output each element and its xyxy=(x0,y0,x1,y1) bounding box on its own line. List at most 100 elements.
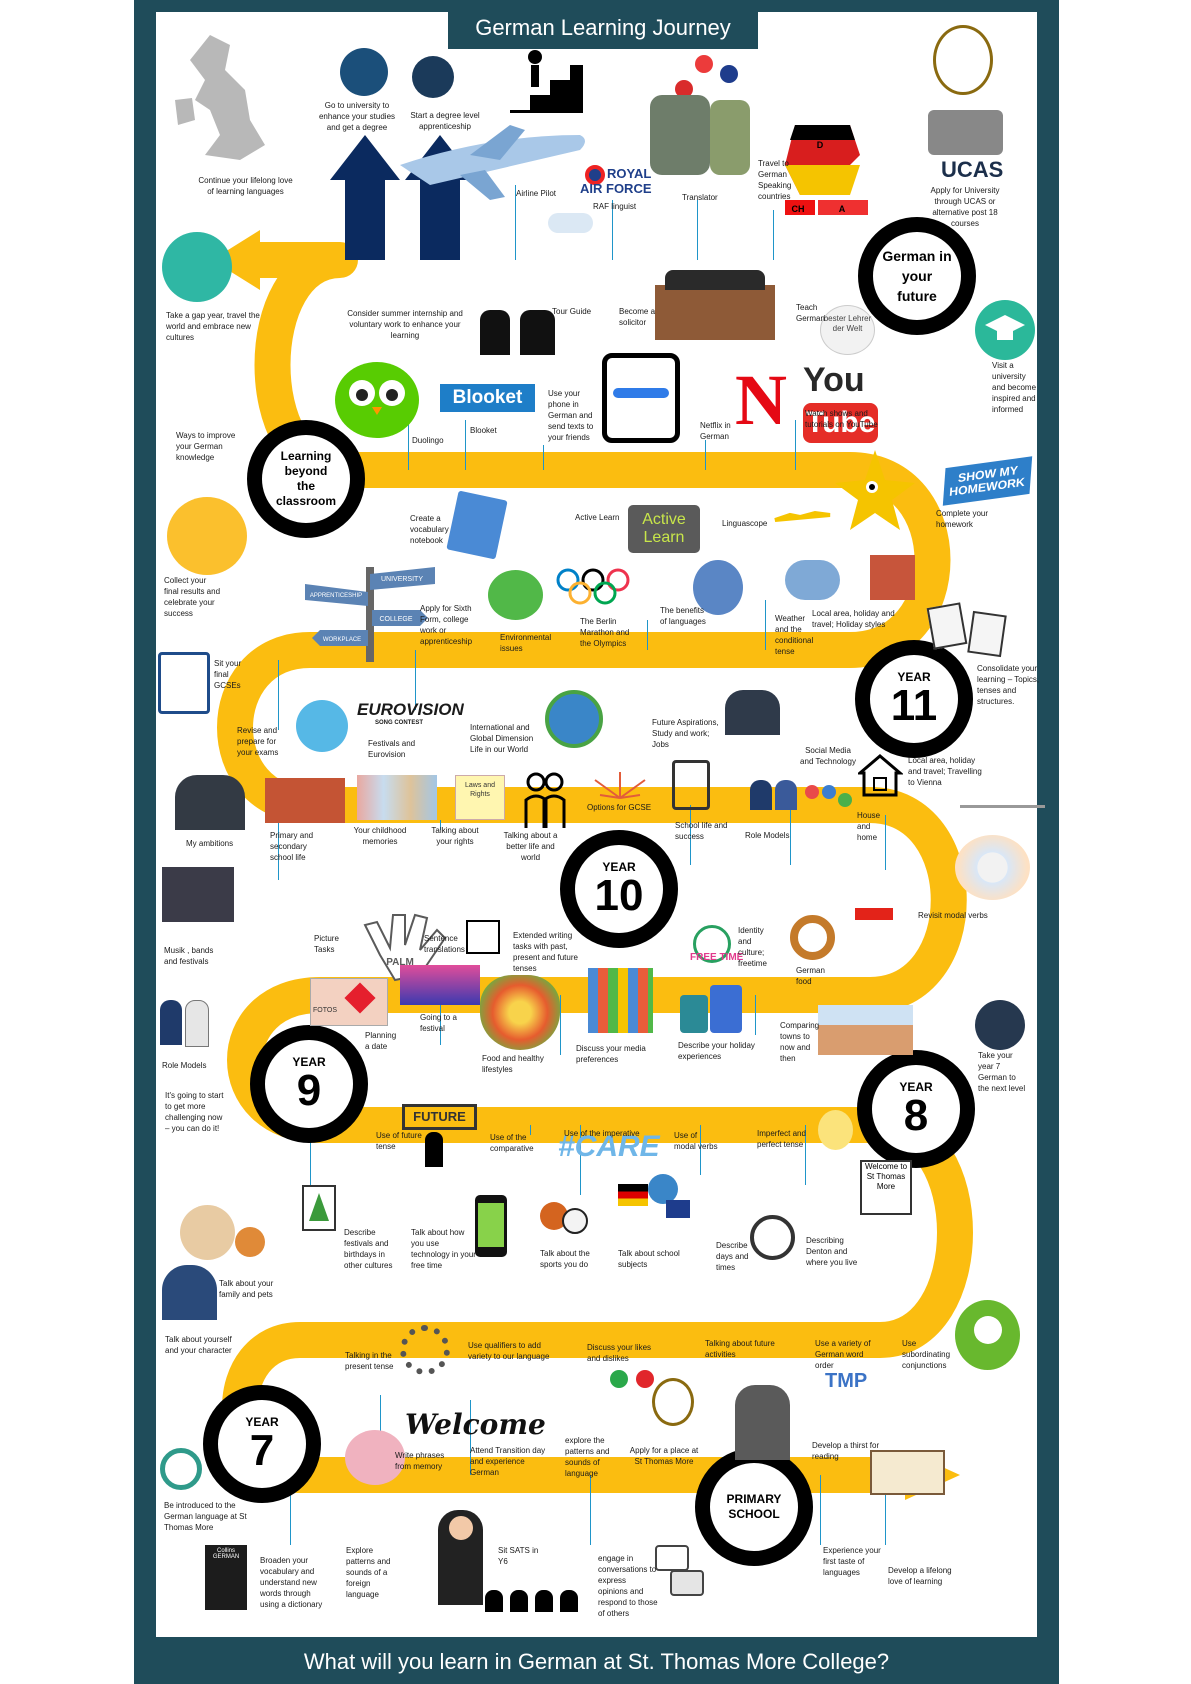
label-ucas: Apply for University through UCAS or alt… xyxy=(930,186,1000,228)
label-present-tense: Talking in the present tense xyxy=(345,1351,394,1371)
exam-students-icon xyxy=(485,1585,585,1613)
ucas-logo: UCAS xyxy=(941,157,1004,182)
stop-primary-school: PRIMARY SCHOOL xyxy=(695,1448,813,1566)
label-phone: Use your phone in German and send texts … xyxy=(548,389,594,442)
connector xyxy=(690,805,691,865)
dictionary-title: Collins GERMAN xyxy=(212,1548,240,1560)
map-label-de: D xyxy=(817,140,824,150)
stop-label: German in your future xyxy=(882,248,952,304)
best-teacher-badge: bester Lehrer der Welt xyxy=(820,305,875,355)
speech-bubbles-icon xyxy=(655,1545,705,1600)
label-ambitions: My ambitions xyxy=(186,839,234,848)
label-vocab: Create a vocabulary notebook xyxy=(410,514,449,545)
best-teacher-text: bester Lehrer der Welt xyxy=(823,314,872,333)
label-imperfect: Imperfect and perfect tense xyxy=(757,1129,806,1149)
ambitions-people-icon xyxy=(175,775,245,830)
dictionary-icon: Collins GERMAN xyxy=(205,1545,247,1610)
welcome-sign: Welcome to St Thomas More xyxy=(860,1160,912,1215)
rights-card-icon: Laws and Rights xyxy=(455,775,505,820)
school-crest-small-icon xyxy=(652,1378,694,1426)
festival-photo xyxy=(400,965,480,1005)
label-sit-gcse: Sit your final GCSEs xyxy=(214,659,242,690)
childhood-photos-icon xyxy=(357,775,437,820)
linguascope-star-icon xyxy=(774,450,915,530)
mike-monster-icon xyxy=(955,1300,1020,1370)
label-broaden: Broaden your vocabulary and understand n… xyxy=(260,1556,323,1609)
connector xyxy=(515,185,516,260)
label-berlin: The Berlin Marathon and the Olympics xyxy=(580,617,630,648)
school-flags-globe-icon xyxy=(618,1172,693,1227)
label-university: Go to university to enhance your studies… xyxy=(318,101,396,132)
brain-lightbulb-icon xyxy=(296,700,348,752)
signpost-college: COLLEGE xyxy=(379,616,412,623)
youtube-you: You xyxy=(803,361,865,399)
label-technology: Talk about how you use technology in you… xyxy=(411,1228,476,1270)
alarm-clock-icon xyxy=(750,1215,795,1260)
label-future-tense: Use of future tense xyxy=(376,1131,422,1151)
map-label-at: A xyxy=(839,204,846,214)
label-picture: Picture Tasks xyxy=(314,934,339,954)
label-sats: Sit SATS in Y6 xyxy=(498,1546,539,1566)
rights-card-text: Laws and Rights xyxy=(465,782,495,798)
label-food-healthy: Food and healthy lifestyles xyxy=(482,1054,544,1074)
palm-text: PALM xyxy=(386,957,414,968)
translate-icon xyxy=(466,920,500,954)
raf-roundel-icon xyxy=(585,165,605,185)
person-sitting-icon xyxy=(162,1265,217,1320)
raf-logo-royal: ROYAL xyxy=(607,166,652,181)
free-time-logo: FREE TIME xyxy=(690,952,744,963)
pretzel-icon xyxy=(790,915,835,960)
label-homework: Complete your homework xyxy=(936,509,989,529)
label-thirst: Develop a thirst for reading xyxy=(812,1441,880,1461)
social-media-icons xyxy=(750,775,855,820)
connector xyxy=(310,1125,311,1185)
passport-travel-icon xyxy=(162,232,232,302)
label-blooket: Blooket xyxy=(470,426,497,435)
label-tour-guide: Tour Guide xyxy=(552,307,592,316)
label-comparing: Comparing towns to now and then xyxy=(780,1021,820,1063)
label-primary-secondary: Primary and secondary school life xyxy=(270,831,314,862)
label-duolingo: Duolingo xyxy=(412,436,444,445)
brain-icon xyxy=(345,1430,405,1485)
label-school-life: School life and success xyxy=(675,821,728,841)
people-embrace-icon xyxy=(524,772,566,828)
label-travel: Travel to German Speaking countries xyxy=(758,159,792,201)
year-number: 10 xyxy=(594,870,644,920)
connector xyxy=(543,445,544,470)
stop-label: PRIMARY SCHOOL xyxy=(726,1492,782,1521)
label-social-media: Social Media and Technology xyxy=(800,746,856,766)
label-local-area: Local area, holiday and travel; Holiday … xyxy=(812,609,895,629)
olympics-icon xyxy=(556,568,630,605)
school-building-icon xyxy=(265,778,345,823)
label-revise: Revise and prepare for your exams xyxy=(237,726,279,757)
eurovision-subtitle: SONG CONTEST xyxy=(375,720,424,726)
weather-cloud-icon xyxy=(785,560,840,600)
year-number: 8 xyxy=(903,1090,929,1140)
family-pets-icon xyxy=(180,1205,270,1265)
stairs-climb-icon xyxy=(510,50,583,113)
christmas-card-icon xyxy=(302,1185,336,1231)
connector xyxy=(755,995,756,1035)
student-uniform-icon xyxy=(438,1510,483,1605)
youtube-logo: You Tube xyxy=(803,357,913,443)
loading-spinner-icon xyxy=(400,1325,450,1375)
uk-map-icon xyxy=(175,35,265,160)
university-icon xyxy=(340,48,388,96)
label-future-asp: Future Aspirations, Study and work; Jobs xyxy=(652,718,719,749)
label-gap-year: Take a gap year, travel the world and em… xyxy=(166,311,260,342)
airplane-icon xyxy=(400,125,585,200)
school-crest-icon xyxy=(933,25,993,95)
reading-child-icon xyxy=(735,1385,790,1460)
year-number: 11 xyxy=(890,680,938,730)
school-checklist-icon xyxy=(672,760,710,810)
palm-hand-icon: PALM xyxy=(363,913,447,982)
label-festivals-euro: Festivals and Eurovision xyxy=(368,739,416,759)
label-first-taste: Experience your first taste of languages xyxy=(823,1546,881,1577)
active-learn-logo: Active Learn xyxy=(628,505,700,553)
checklist-icon xyxy=(158,652,210,714)
label-apply-place: Apply for a place at St Thomas More xyxy=(629,1446,699,1466)
stop-year-7: YEAR 7 xyxy=(203,1385,321,1503)
healthy-food-heart-icon xyxy=(480,975,560,1050)
connector xyxy=(408,420,409,470)
globe-hands-icon xyxy=(545,690,603,748)
